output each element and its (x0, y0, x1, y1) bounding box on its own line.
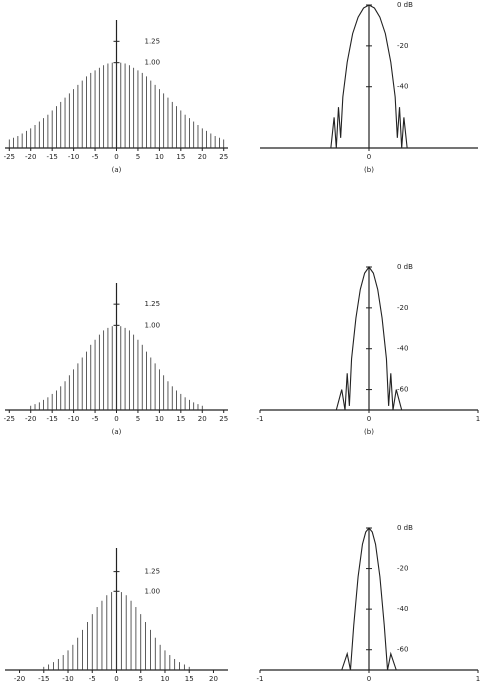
x-tick-label: -15 (46, 153, 57, 161)
x-tick-label: 0 (367, 153, 371, 161)
x-tick-label: 0 (367, 415, 371, 423)
x-tick-label: 10 (155, 153, 164, 161)
x-tick-label: 0 (114, 153, 118, 161)
y-tick-label: 0 dB (397, 1, 413, 9)
x-tick-label: 15 (185, 675, 194, 683)
x-tick-label: -20 (25, 415, 36, 423)
x-tick-label: 20 (198, 153, 207, 161)
y-tick-label: -40 (397, 83, 408, 91)
beam-pattern (335, 266, 403, 411)
y-tick-label: -20 (397, 304, 408, 312)
x-tick-label: 20 (209, 675, 218, 683)
x-tick-label: 10 (155, 415, 164, 423)
x-tick-label: -1 (257, 415, 264, 423)
x-tick-label: 15 (176, 415, 185, 423)
x-tick-label: 5 (136, 415, 140, 423)
y-tick-label: 1.00 (145, 59, 161, 67)
x-tick-label: 1 (476, 675, 480, 683)
y-tick-label: -60 (397, 386, 408, 394)
y-tick-label: 1.25 (145, 568, 161, 576)
x-tick-label: -15 (38, 675, 49, 683)
caption: (b) (364, 166, 374, 174)
x-tick-label: -1 (257, 675, 264, 683)
x-tick-label: 0 (114, 415, 118, 423)
x-tick-label: 20 (198, 415, 207, 423)
x-tick-label: -25 (4, 153, 15, 161)
y-tick-label: 1.25 (145, 300, 161, 308)
y-tick-label: -40 (397, 345, 408, 353)
x-tick-label: -20 (14, 675, 25, 683)
x-tick-label: -25 (4, 415, 15, 423)
y-tick-label: -20 (397, 42, 408, 50)
x-tick-label: -10 (62, 675, 73, 683)
y-tick-label: 1.25 (145, 37, 161, 45)
x-tick-label: 0 (367, 675, 371, 683)
y-tick-label: 0 dB (397, 524, 413, 532)
x-tick-label: -5 (92, 153, 99, 161)
x-tick-label: 1 (476, 415, 480, 423)
caption: (a) (112, 428, 122, 436)
x-tick-label: 10 (161, 675, 170, 683)
beam-pattern (325, 4, 413, 149)
caption: (b) (364, 428, 374, 436)
x-tick-label: 15 (176, 153, 185, 161)
x-tick-label: 25 (219, 415, 228, 423)
x-tick-label: -20 (25, 153, 36, 161)
y-tick-label: 0 dB (397, 263, 413, 271)
y-tick-label: -20 (397, 565, 408, 573)
x-tick-label: 0 (114, 675, 118, 683)
x-tick-label: 5 (136, 153, 140, 161)
y-tick-label: 1.00 (145, 321, 161, 329)
x-tick-label: -10 (68, 415, 79, 423)
caption: (a) (112, 166, 122, 174)
x-tick-label: -5 (89, 675, 96, 683)
x-tick-label: -10 (68, 153, 79, 161)
x-tick-label: 25 (219, 153, 228, 161)
y-tick-label: 1.00 (145, 587, 161, 595)
y-tick-label: -40 (397, 605, 408, 613)
y-tick-label: -60 (397, 646, 408, 654)
x-tick-label: -5 (92, 415, 99, 423)
x-tick-label: -15 (46, 415, 57, 423)
beam-pattern (341, 527, 397, 671)
x-tick-label: 5 (139, 675, 143, 683)
